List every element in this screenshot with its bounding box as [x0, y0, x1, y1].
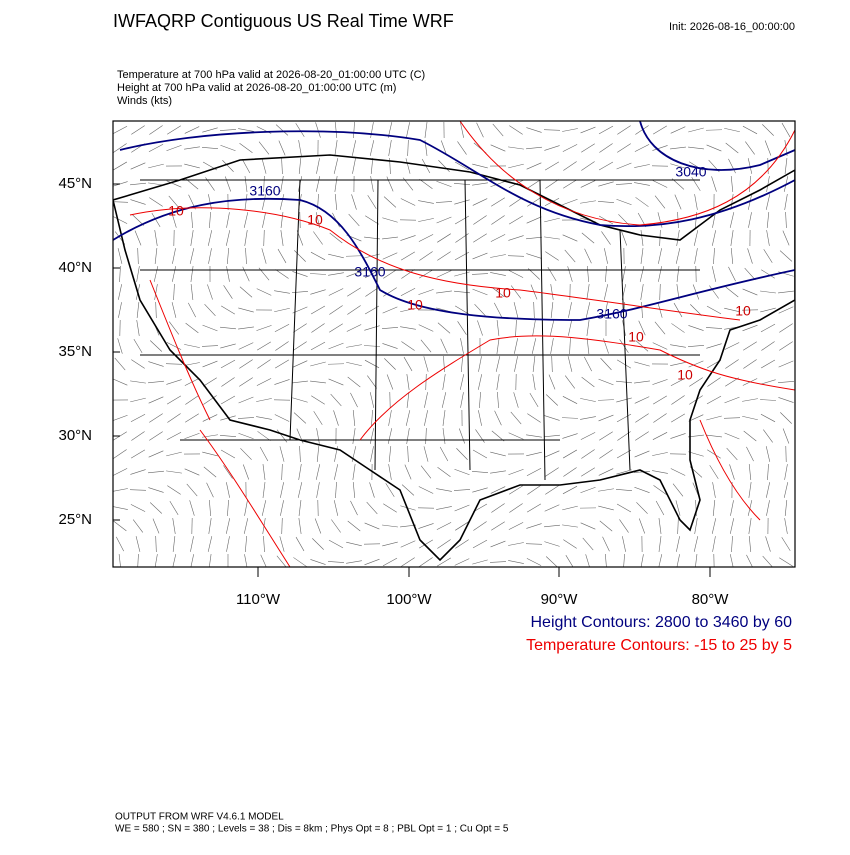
lon-label: 100°W [386, 591, 432, 608]
subtitle: Height at 700 hPa valid at 2026-08-20_01… [117, 82, 396, 94]
legend-height: Height Contours: 2800 to 3460 by 60 [530, 614, 792, 631]
height-contour-label: 3160 [249, 183, 280, 199]
lat-label: 40°N [58, 259, 92, 276]
temperature-contour-label: 10 [407, 297, 423, 313]
lon-label: 90°W [541, 591, 579, 608]
temperature-contour-label: 10 [307, 212, 323, 228]
legend-temperature: Temperature Contours: -15 to 25 by 5 [526, 637, 792, 654]
height-contour-label: 3040 [675, 164, 706, 180]
height-contour-label: 3160 [596, 306, 627, 322]
lon-label: 110°W [236, 591, 281, 608]
temperature-contour-label: 10 [628, 329, 644, 345]
temperature-contour-label: 10 [495, 285, 511, 301]
temperature-contour-label: 10 [735, 303, 751, 319]
init-time: Init: 2026-08-16_00:00:00 [669, 21, 795, 33]
subtitle: Temperature at 700 hPa valid at 2026-08-… [117, 69, 425, 81]
height-contour-label: 3160 [354, 264, 385, 280]
subtitle: Winds (kts) [117, 95, 172, 107]
lat-label: 30°N [58, 427, 92, 444]
footer: OUTPUT FROM WRF V4.6.1 MODEL [115, 812, 284, 823]
title: IWFAQRP Contiguous US Real Time WRF [113, 11, 454, 31]
temperature-contour-label: 10 [677, 367, 693, 383]
lon-label: 80°W [692, 591, 730, 608]
footer: WE = 580 ; SN = 380 ; Levels = 38 ; Dis … [115, 824, 509, 835]
lat-label: 45°N [58, 175, 92, 192]
lat-label: 35°N [58, 343, 92, 360]
lat-label: 25°N [58, 511, 92, 528]
temperature-contour-label: 10 [168, 203, 184, 219]
